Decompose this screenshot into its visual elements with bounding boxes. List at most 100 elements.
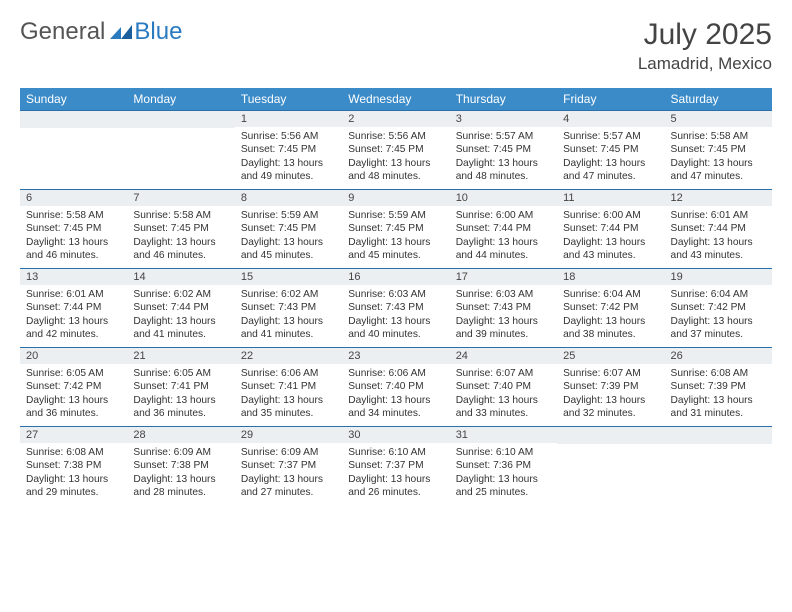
day-body: Sunrise: 6:10 AMSunset: 7:36 PMDaylight:… [450, 443, 557, 505]
sunset-line: Sunset: 7:44 PM [563, 222, 658, 235]
sunrise-line: Sunrise: 5:56 AM [241, 130, 336, 143]
weekday-header: Thursday [450, 88, 557, 110]
sunrise-line: Sunrise: 6:07 AM [563, 367, 658, 380]
weekday-header: Tuesday [235, 88, 342, 110]
calendar-cell: 18Sunrise: 6:04 AMSunset: 7:42 PMDayligh… [557, 268, 664, 347]
day-body: Sunrise: 5:56 AMSunset: 7:45 PMDaylight:… [342, 127, 449, 189]
day-number: 4 [557, 110, 664, 127]
calendar-cell: 2Sunrise: 5:56 AMSunset: 7:45 PMDaylight… [342, 110, 449, 189]
day-number: 15 [235, 268, 342, 285]
daylight-line: Daylight: 13 hours and 39 minutes. [456, 315, 551, 342]
daylight-line: Daylight: 13 hours and 46 minutes. [26, 236, 121, 263]
sunset-line: Sunset: 7:45 PM [456, 143, 551, 156]
sunrise-line: Sunrise: 5:56 AM [348, 130, 443, 143]
sunrise-line: Sunrise: 6:03 AM [456, 288, 551, 301]
sunrise-line: Sunrise: 6:04 AM [671, 288, 766, 301]
sunset-line: Sunset: 7:43 PM [241, 301, 336, 314]
sunrise-line: Sunrise: 6:00 AM [563, 209, 658, 222]
day-number: 7 [127, 189, 234, 206]
day-number: 27 [20, 426, 127, 443]
day-number: 22 [235, 347, 342, 364]
day-body: Sunrise: 6:00 AMSunset: 7:44 PMDaylight:… [557, 206, 664, 268]
sunset-line: Sunset: 7:44 PM [456, 222, 551, 235]
calendar-cell [127, 110, 234, 189]
day-number: 2 [342, 110, 449, 127]
day-body: Sunrise: 5:57 AMSunset: 7:45 PMDaylight:… [450, 127, 557, 189]
day-number: 13 [20, 268, 127, 285]
sunset-line: Sunset: 7:38 PM [26, 459, 121, 472]
sunrise-line: Sunrise: 6:02 AM [133, 288, 228, 301]
sunset-line: Sunset: 7:45 PM [348, 222, 443, 235]
day-number: 8 [235, 189, 342, 206]
day-body: Sunrise: 6:03 AMSunset: 7:43 PMDaylight:… [342, 285, 449, 347]
day-body: Sunrise: 5:58 AMSunset: 7:45 PMDaylight:… [20, 206, 127, 268]
calendar-cell: 30Sunrise: 6:10 AMSunset: 7:37 PMDayligh… [342, 426, 449, 505]
day-number: 25 [557, 347, 664, 364]
calendar-cell: 13Sunrise: 6:01 AMSunset: 7:44 PMDayligh… [20, 268, 127, 347]
calendar-body: 1Sunrise: 5:56 AMSunset: 7:45 PMDaylight… [20, 110, 772, 505]
day-number: 31 [450, 426, 557, 443]
calendar-cell: 29Sunrise: 6:09 AMSunset: 7:37 PMDayligh… [235, 426, 342, 505]
sunrise-line: Sunrise: 5:59 AM [241, 209, 336, 222]
sunrise-line: Sunrise: 5:57 AM [563, 130, 658, 143]
day-number: 19 [665, 268, 772, 285]
sunrise-line: Sunrise: 5:57 AM [456, 130, 551, 143]
day-body: Sunrise: 5:59 AMSunset: 7:45 PMDaylight:… [235, 206, 342, 268]
day-number: 3 [450, 110, 557, 127]
sunrise-line: Sunrise: 6:08 AM [26, 446, 121, 459]
daylight-line: Daylight: 13 hours and 43 minutes. [563, 236, 658, 263]
calendar-cell: 5Sunrise: 5:58 AMSunset: 7:45 PMDaylight… [665, 110, 772, 189]
day-body: Sunrise: 5:56 AMSunset: 7:45 PMDaylight:… [235, 127, 342, 189]
day-number: 23 [342, 347, 449, 364]
sunrise-line: Sunrise: 6:09 AM [241, 446, 336, 459]
day-number-empty [127, 110, 234, 128]
logo-text-general: General [20, 18, 105, 46]
day-number-empty [557, 426, 664, 444]
sunrise-line: Sunrise: 6:05 AM [133, 367, 228, 380]
calendar-cell [557, 426, 664, 505]
calendar-row: 20Sunrise: 6:05 AMSunset: 7:42 PMDayligh… [20, 347, 772, 426]
day-body-empty [557, 444, 664, 500]
calendar-cell: 20Sunrise: 6:05 AMSunset: 7:42 PMDayligh… [20, 347, 127, 426]
header: General Blue July 2025 Lamadrid, Mexico [20, 18, 772, 74]
day-body: Sunrise: 6:05 AMSunset: 7:42 PMDaylight:… [20, 364, 127, 426]
sunset-line: Sunset: 7:45 PM [241, 143, 336, 156]
day-body: Sunrise: 6:09 AMSunset: 7:37 PMDaylight:… [235, 443, 342, 505]
calendar-cell: 4Sunrise: 5:57 AMSunset: 7:45 PMDaylight… [557, 110, 664, 189]
calendar-cell: 26Sunrise: 6:08 AMSunset: 7:39 PMDayligh… [665, 347, 772, 426]
calendar-cell: 21Sunrise: 6:05 AMSunset: 7:41 PMDayligh… [127, 347, 234, 426]
calendar-cell: 22Sunrise: 6:06 AMSunset: 7:41 PMDayligh… [235, 347, 342, 426]
daylight-line: Daylight: 13 hours and 47 minutes. [563, 157, 658, 184]
logo-mark-icon [110, 25, 132, 39]
calendar-table: Sunday Monday Tuesday Wednesday Thursday… [20, 88, 772, 505]
sunrise-line: Sunrise: 6:09 AM [133, 446, 228, 459]
sunset-line: Sunset: 7:43 PM [348, 301, 443, 314]
day-body: Sunrise: 6:07 AMSunset: 7:40 PMDaylight:… [450, 364, 557, 426]
weekday-header: Monday [127, 88, 234, 110]
day-body: Sunrise: 6:10 AMSunset: 7:37 PMDaylight:… [342, 443, 449, 505]
calendar-cell: 16Sunrise: 6:03 AMSunset: 7:43 PMDayligh… [342, 268, 449, 347]
calendar-cell: 14Sunrise: 6:02 AMSunset: 7:44 PMDayligh… [127, 268, 234, 347]
daylight-line: Daylight: 13 hours and 28 minutes. [133, 473, 228, 500]
day-body-empty [20, 128, 127, 184]
daylight-line: Daylight: 13 hours and 45 minutes. [348, 236, 443, 263]
sunset-line: Sunset: 7:45 PM [133, 222, 228, 235]
day-body: Sunrise: 6:03 AMSunset: 7:43 PMDaylight:… [450, 285, 557, 347]
sunrise-line: Sunrise: 6:10 AM [456, 446, 551, 459]
day-number: 11 [557, 189, 664, 206]
daylight-line: Daylight: 13 hours and 42 minutes. [26, 315, 121, 342]
calendar-row: 6Sunrise: 5:58 AMSunset: 7:45 PMDaylight… [20, 189, 772, 268]
day-body: Sunrise: 6:00 AMSunset: 7:44 PMDaylight:… [450, 206, 557, 268]
sunset-line: Sunset: 7:45 PM [671, 143, 766, 156]
daylight-line: Daylight: 13 hours and 41 minutes. [133, 315, 228, 342]
day-number: 18 [557, 268, 664, 285]
weekday-header: Sunday [20, 88, 127, 110]
day-body: Sunrise: 6:09 AMSunset: 7:38 PMDaylight:… [127, 443, 234, 505]
calendar-cell: 7Sunrise: 5:58 AMSunset: 7:45 PMDaylight… [127, 189, 234, 268]
daylight-line: Daylight: 13 hours and 45 minutes. [241, 236, 336, 263]
sunset-line: Sunset: 7:42 PM [26, 380, 121, 393]
sunrise-line: Sunrise: 5:58 AM [26, 209, 121, 222]
day-body: Sunrise: 5:57 AMSunset: 7:45 PMDaylight:… [557, 127, 664, 189]
sunset-line: Sunset: 7:41 PM [241, 380, 336, 393]
day-number: 20 [20, 347, 127, 364]
